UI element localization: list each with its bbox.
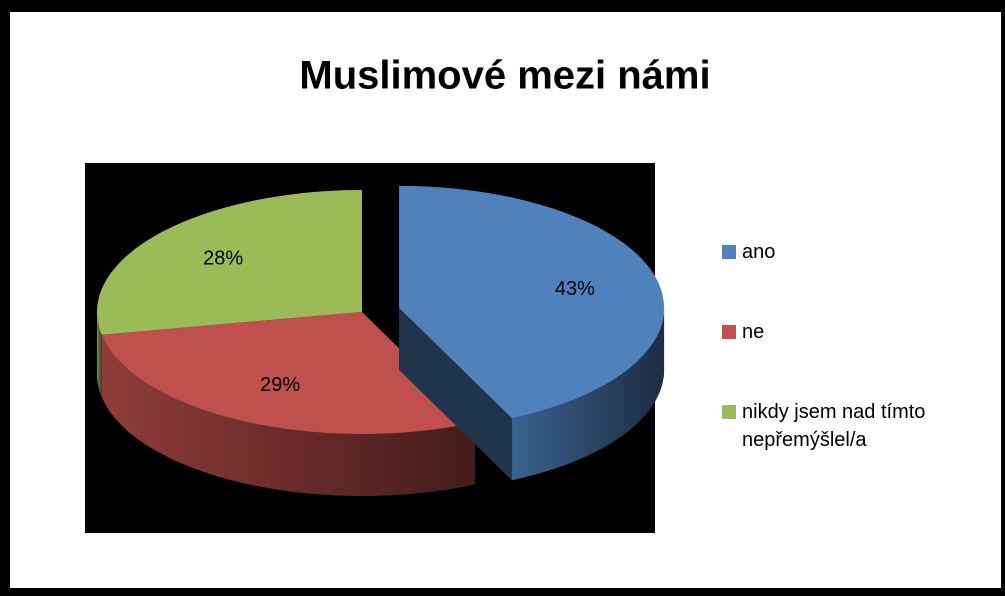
- legend-item: nikdy jsem nad tímto nepřemýšlel/a: [722, 398, 972, 454]
- legend: ano ne nikdy jsem nad tímto nepřemýšlel/a: [722, 238, 972, 506]
- legend-swatch: [722, 405, 736, 419]
- data-label: 28%: [203, 247, 243, 269]
- slice: [101, 312, 475, 434]
- legend-label: ne: [742, 321, 765, 343]
- slice-side: [399, 307, 512, 481]
- legend-swatch: [722, 325, 736, 339]
- legend-label: ano: [742, 241, 776, 263]
- slice: [399, 185, 665, 419]
- legend-item: ano: [722, 238, 972, 266]
- legend-swatch: [722, 245, 736, 259]
- chart-title: Muslimové mezi námi: [299, 54, 710, 98]
- legend-item: ne: [722, 318, 972, 346]
- slice-wall: [511, 307, 665, 481]
- legend-label: nikdy jsem nad tímto nepřemýšlel/a: [742, 401, 926, 451]
- slice: [97, 190, 362, 335]
- slice-wall: [101, 334, 475, 496]
- slice-wall: [97, 312, 102, 397]
- data-label: 43%: [555, 278, 595, 300]
- data-label: 29%: [260, 374, 300, 396]
